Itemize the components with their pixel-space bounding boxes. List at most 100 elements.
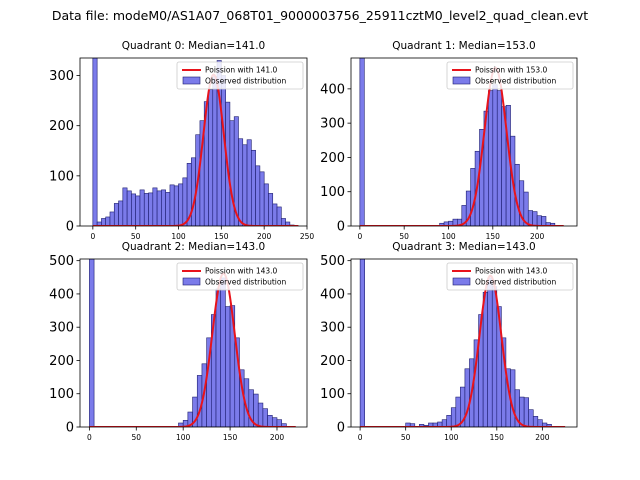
histogram-bar bbox=[464, 368, 470, 427]
ytick-label: 400 bbox=[49, 287, 74, 302]
subplot-quadrant-0: Quadrant 0: Median=141.0 0 100 200 300 0 50 100… bbox=[49, 40, 314, 241]
subplot-quadrant-3: Quadrant 3: Median=143.00100200300400500… bbox=[320, 241, 578, 442]
histogram-bar bbox=[409, 423, 416, 427]
xtick-label: 100 bbox=[171, 232, 186, 241]
histogram-bar bbox=[536, 215, 542, 226]
xtick-label: 150 bbox=[490, 433, 505, 442]
histogram-bar bbox=[492, 84, 498, 226]
histogram-bar bbox=[271, 417, 278, 427]
histogram-bars bbox=[89, 259, 287, 427]
histogram-bar bbox=[191, 157, 196, 226]
histogram-bar bbox=[450, 407, 457, 427]
histogram-bar bbox=[220, 277, 226, 427]
histogram-bar bbox=[229, 120, 235, 226]
histogram-bar bbox=[92, 58, 98, 226]
histogram-bar bbox=[276, 206, 282, 226]
legend: Poission with 153.0 Observed distribution bbox=[446, 61, 574, 90]
histogram-bar bbox=[131, 193, 136, 226]
histogram-bar bbox=[359, 58, 365, 226]
histogram-bar bbox=[173, 185, 179, 226]
ytick-label: 200 bbox=[49, 354, 74, 369]
histogram-bar bbox=[441, 419, 447, 427]
legend-curve-label: Poission with 141.0 bbox=[205, 66, 278, 75]
xtick-label: 50 bbox=[399, 232, 409, 241]
histogram-bar bbox=[148, 192, 154, 226]
poisson-curve bbox=[89, 272, 296, 427]
histogram-bar bbox=[281, 218, 286, 226]
histogram-bar bbox=[359, 259, 365, 427]
ytick-label: 200 bbox=[49, 119, 74, 134]
xtick-label: 50 bbox=[132, 433, 142, 442]
histogram-bar bbox=[272, 203, 278, 226]
legend-curve-label: Poission with 143.0 bbox=[205, 267, 278, 276]
histogram-bar bbox=[215, 288, 222, 427]
histogram-bar bbox=[532, 211, 538, 226]
histogram-bar bbox=[122, 187, 128, 226]
axes-frame bbox=[79, 258, 308, 428]
histogram-bar bbox=[135, 195, 141, 226]
legend-box bbox=[446, 262, 574, 291]
subplot-title: Quadrant 2: Median=143.0 bbox=[122, 241, 265, 253]
xtick-label: 0 bbox=[358, 433, 363, 442]
xtick-label: 0 bbox=[87, 433, 92, 442]
histogram-bar bbox=[89, 259, 95, 427]
ytick-label: 500 bbox=[49, 254, 74, 269]
xtick-label: 150 bbox=[214, 232, 229, 241]
xtick-label: 100 bbox=[441, 232, 456, 241]
figure-suptitle: Data file: modeM0/AS1A07_068T01_90000037… bbox=[52, 8, 588, 23]
legend: Poission with 143.0 Observed distribution bbox=[176, 262, 304, 291]
xtick-label: 200 bbox=[535, 433, 550, 442]
ytick-label: 500 bbox=[320, 254, 345, 269]
xtick-label: 250 bbox=[300, 232, 315, 241]
xtick-label: 0 bbox=[90, 232, 95, 241]
legend-box bbox=[446, 61, 574, 90]
ytick-label: 300 bbox=[320, 321, 345, 336]
poisson-curve bbox=[359, 66, 564, 226]
xtick-label: 0 bbox=[357, 232, 362, 241]
histogram-bar bbox=[105, 216, 111, 226]
legend-box bbox=[176, 61, 304, 90]
ytick-label: 100 bbox=[49, 387, 74, 402]
histogram-bar bbox=[208, 89, 214, 226]
histogram-bar bbox=[152, 187, 158, 226]
histogram-bar bbox=[496, 90, 502, 226]
subplot-quadrant-2: Quadrant 2: Median=143.00100200300400500… bbox=[49, 241, 308, 442]
histogram-bar bbox=[262, 408, 268, 427]
legend-bar-swatch bbox=[452, 76, 471, 85]
legend: Poission with 143.0 Observed distribution bbox=[446, 262, 574, 291]
histogram-bar bbox=[101, 218, 106, 226]
histogram-bar bbox=[212, 76, 218, 226]
legend-curve-label: Poission with 143.0 bbox=[475, 267, 548, 276]
axes-frame bbox=[350, 258, 578, 428]
histogram-bar bbox=[488, 90, 494, 226]
histogram-bars bbox=[92, 58, 295, 226]
xtick-label: 150 bbox=[223, 433, 238, 442]
subplot-quadrant-1: Quadrant 1: Median=153.0 0 100 200 300 400 0 50… bbox=[320, 40, 578, 241]
ytick-label: 200 bbox=[320, 354, 345, 369]
histogram-bar bbox=[139, 189, 145, 226]
ytick-label: 100 bbox=[320, 185, 345, 200]
subplot-title: Quadrant 1: Median=153.0 bbox=[392, 40, 535, 52]
histogram-bar bbox=[156, 190, 162, 226]
histogram-bar bbox=[109, 211, 115, 226]
histogram-bar bbox=[491, 286, 498, 427]
xtick-label: 100 bbox=[444, 433, 459, 442]
histogram-bar bbox=[281, 423, 287, 427]
histogram-bar bbox=[268, 193, 274, 226]
histogram-bar bbox=[482, 291, 488, 427]
legend-bar-label: Observed distribution bbox=[475, 278, 556, 287]
histogram-bar bbox=[225, 306, 231, 427]
ytick-label: 0 bbox=[337, 421, 345, 436]
ytick-label: 0 bbox=[337, 220, 345, 235]
legend-bar-label: Observed distribution bbox=[205, 278, 286, 287]
ytick-label: 100 bbox=[49, 169, 74, 184]
xtick-label: 50 bbox=[131, 232, 141, 241]
axes-frame bbox=[79, 57, 308, 227]
xtick-label: 50 bbox=[401, 433, 411, 442]
histogram-bar bbox=[267, 415, 273, 427]
axes-frame bbox=[350, 57, 578, 227]
histogram-bar bbox=[455, 396, 461, 427]
ytick-label: 400 bbox=[320, 287, 345, 302]
histogram-bar bbox=[523, 191, 529, 226]
